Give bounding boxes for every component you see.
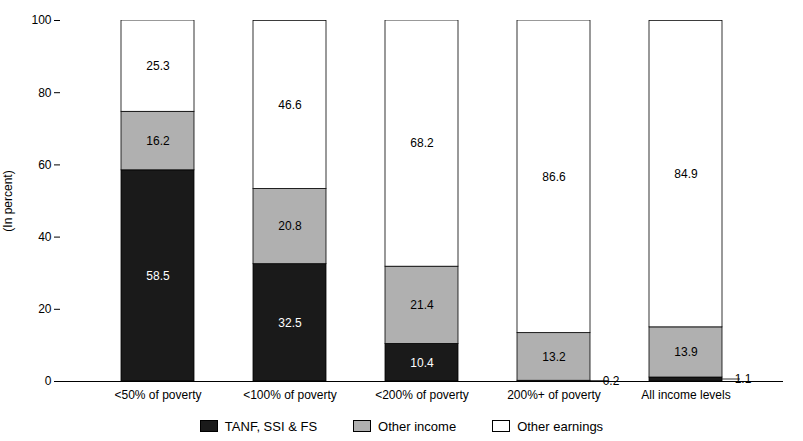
svg-text:32.5: 32.5 bbox=[278, 316, 302, 330]
svg-text:46.6: 46.6 bbox=[278, 98, 302, 112]
svg-text:<100% of poverty: <100% of poverty bbox=[243, 388, 337, 402]
svg-text:All income levels: All income levels bbox=[641, 388, 730, 402]
html-text:TANF, SSI & FS: TANF, SSI & FS bbox=[224, 418, 318, 434]
svg-text:<50% of poverty: <50% of poverty bbox=[114, 388, 201, 402]
svg-text:20.8: 20.8 bbox=[278, 219, 302, 233]
svg-text:25.3: 25.3 bbox=[146, 59, 170, 73]
svg-text:100: 100 bbox=[31, 13, 51, 27]
svg-text:60: 60 bbox=[38, 158, 52, 172]
svg-text:21.4: 21.4 bbox=[410, 298, 434, 312]
svg-text:86.6: 86.6 bbox=[542, 170, 566, 184]
svg-text:84.9: 84.9 bbox=[674, 167, 698, 181]
html-text:Other earnings: Other earnings bbox=[517, 418, 604, 434]
svg-text:1.1: 1.1 bbox=[735, 372, 752, 386]
svg-text:<200% of poverty: <200% of poverty bbox=[375, 388, 469, 402]
svg-text:200%+ of poverty: 200%+ of poverty bbox=[507, 388, 601, 402]
svg-text:10.4: 10.4 bbox=[410, 356, 434, 370]
svg-text:16.2: 16.2 bbox=[146, 134, 170, 148]
svg-text:68.2: 68.2 bbox=[410, 136, 434, 150]
svg-text:58.5: 58.5 bbox=[146, 269, 170, 283]
svg-text:13.9: 13.9 bbox=[674, 345, 698, 359]
svg-text:0.2: 0.2 bbox=[603, 374, 620, 388]
svg-text:0: 0 bbox=[45, 374, 52, 388]
svg-text:13.2: 13.2 bbox=[542, 350, 566, 364]
html-text:Other income: Other income bbox=[378, 418, 457, 434]
svg-text:40: 40 bbox=[38, 230, 52, 244]
svg-text:80: 80 bbox=[38, 86, 52, 100]
svg-text:(In percent): (In percent) bbox=[1, 170, 15, 231]
svg-text:20: 20 bbox=[38, 302, 52, 316]
